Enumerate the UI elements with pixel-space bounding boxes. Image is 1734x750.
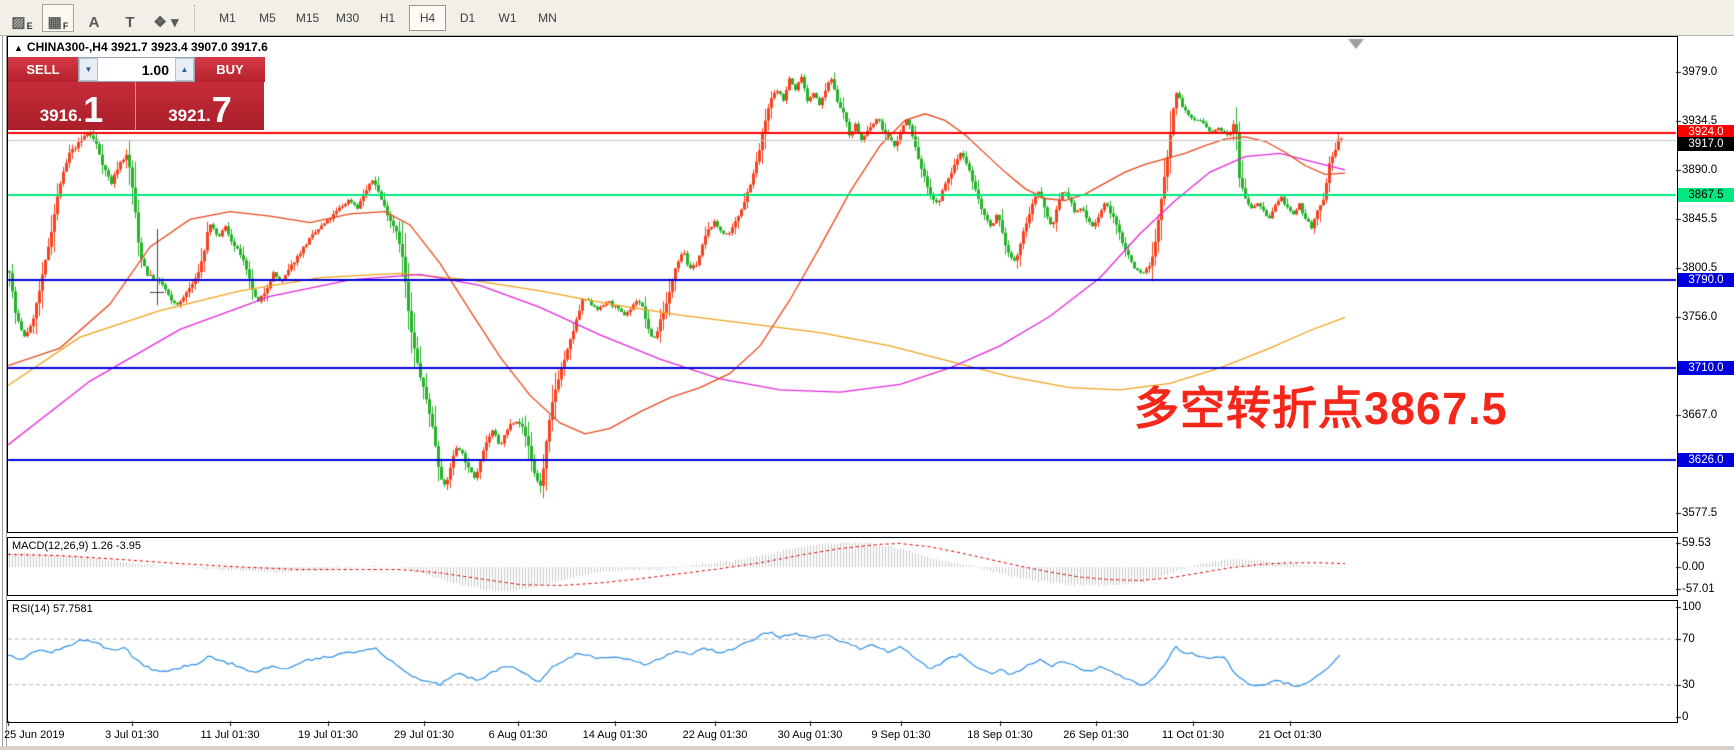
date-label: 26 Sep 01:30 (1063, 729, 1129, 741)
date-label: 19 Jul 01:30 (298, 729, 358, 741)
macd-tick-label: 0.00 (1682, 561, 1705, 573)
price-tick-label: 3800.5 (1682, 262, 1718, 274)
date-label: 30 Aug 01:30 (777, 729, 843, 741)
date-label: 11 Oct 01:30 (1161, 729, 1225, 741)
timeframe-button-h1[interactable]: H1 (379, 10, 396, 25)
collapse-triangle-icon[interactable]: ▲ (14, 43, 23, 53)
buy-button[interactable]: BUY (195, 57, 265, 83)
date-label: 25 Jun 2019 (4, 729, 65, 741)
price-badge-3917.0: 3917.0 (1678, 137, 1734, 151)
price-tick-label: 3979.0 (1682, 66, 1718, 78)
text-label-icon[interactable]: A (88, 13, 100, 31)
buy-price-display[interactable]: 3921. 7 (136, 82, 264, 130)
date-label: 11 Jul 01:30 (200, 729, 260, 741)
price-badge-3867.5: 3867.5 (1678, 188, 1734, 202)
price-badge-3790.0: 3790.0 (1678, 273, 1734, 287)
date-label: 18 Sep 01:30 (967, 729, 1033, 741)
timeframe-button-m5[interactable]: M5 (259, 10, 276, 25)
sell-price-display[interactable]: 3916. 1 (8, 82, 136, 130)
timeframe-button-h4[interactable]: H4 (409, 4, 446, 31)
timeframe-button-m1[interactable]: M1 (219, 10, 236, 25)
price-tick-label: 3890.0 (1682, 164, 1718, 176)
price-badge-3626.0: 3626.0 (1678, 453, 1734, 467)
rsi-tick-label: 100 (1682, 601, 1702, 613)
price-tick-label: 3756.0 (1682, 311, 1718, 323)
ea-hatch-icon[interactable]: ▨ E (11, 13, 33, 31)
timeframe-button-d1[interactable]: D1 (459, 10, 476, 25)
timeframe-button-m30[interactable]: M30 (335, 10, 360, 25)
rsi-tick-label: 0 (1682, 711, 1689, 723)
date-label: 14 Aug 01:30 (582, 729, 648, 741)
text-box-icon[interactable]: T (125, 13, 135, 31)
macd-tick-label: 59.53 (1682, 537, 1711, 549)
price-badge-3924.0: 3924.0 (1678, 125, 1734, 139)
price-tick-label: 3934.5 (1682, 115, 1718, 127)
price-badge-3710.0: 3710.0 (1678, 361, 1734, 375)
timeframe-button-mn[interactable]: MN (538, 10, 557, 25)
one-click-trading-panel: SELL ▼ ▲ BUY 3916.1 3921.7 (8, 57, 265, 130)
volume-up-button[interactable]: ▲ (175, 58, 194, 81)
window-left-edge (2, 36, 7, 748)
price-tick-label: 3845.5 (1682, 213, 1718, 225)
date-label: 21 Oct 01:30 (1258, 729, 1322, 741)
macd-label: MACD(12,26,9) 1.26 -3.95 (12, 540, 142, 552)
sell-price-dec: 1 (83, 89, 104, 130)
buy-price-int: 3921. (168, 106, 211, 125)
volume-down-button[interactable]: ▼ (79, 58, 98, 81)
toolbar-separator (194, 4, 201, 31)
window-bottom-edge (0, 746, 1734, 750)
buy-price-dec: 7 (211, 89, 232, 130)
timeframe-button-w1[interactable]: W1 (498, 10, 517, 25)
macd-tick-label: -57.01 (1682, 583, 1715, 595)
objects-icon[interactable]: ❖ ▾ (153, 13, 179, 31)
toolbar: ▨ E ▦ F A T ❖ ▾ M1 M5 M15 M30 H1 H4 D1 W1 MN (0, 0, 1734, 36)
rsi-tick-label: 30 (1682, 679, 1695, 691)
price-tick-label: 3667.0 (1682, 409, 1718, 421)
chart-title: ▲ CHINA300-,H4 3921.7 3923.4 3907.0 3917.… (14, 40, 268, 54)
sell-price-int: 3916. (39, 106, 83, 125)
rsi-label: RSI(14) 57.7581 (12, 603, 93, 615)
chart-annotation-text: 多空转折点3867.5 (1134, 383, 1508, 434)
date-label: 29 Jul 01:30 (394, 729, 454, 741)
grid-icon[interactable]: ▦ F (42, 3, 74, 32)
price-tick-label: 3577.5 (1682, 507, 1718, 519)
date-label: 6 Aug 01:30 (488, 729, 548, 741)
date-label: 22 Aug 01:30 (682, 729, 748, 741)
timeframe-button-m15[interactable]: M15 (295, 10, 320, 25)
date-label: 3 Jul 01:30 (105, 729, 159, 741)
timeframe-group: M1 M5 M15 M30 H1 H4 D1 W1 MN (209, 4, 566, 31)
sell-button[interactable]: SELL (8, 57, 78, 83)
date-label: 9 Sep 01:30 (871, 729, 931, 741)
drawing-tools-group: ▨ E ▦ F A T ❖ ▾ (6, 3, 182, 32)
rsi-tick-label: 70 (1682, 633, 1695, 645)
volume-input[interactable] (98, 58, 175, 81)
volume-spinner: ▼ ▲ (78, 57, 195, 82)
